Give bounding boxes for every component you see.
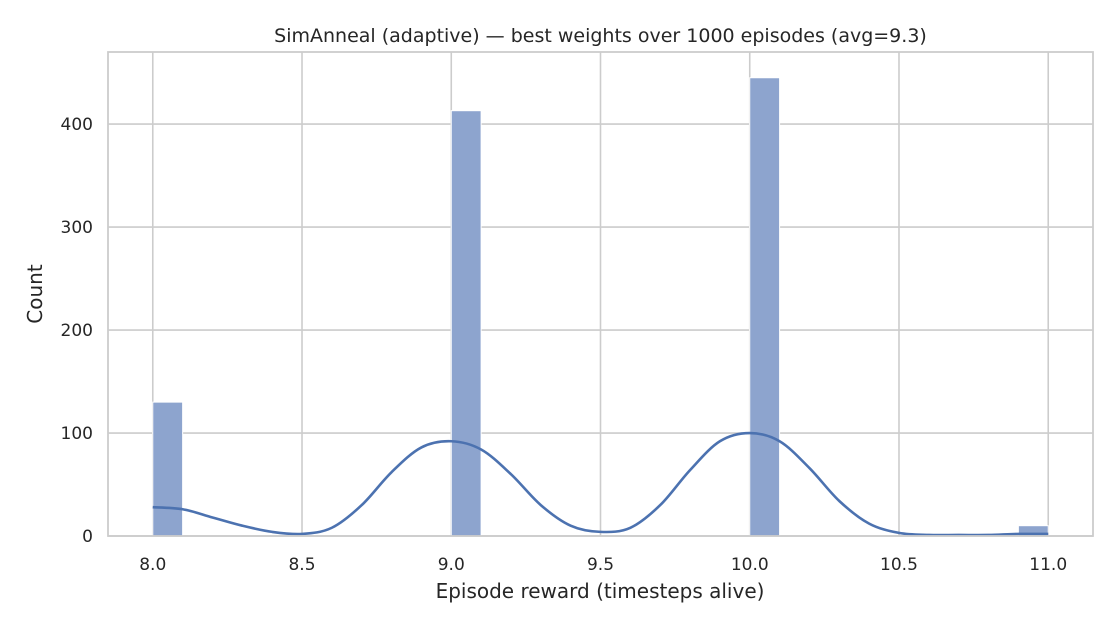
y-axis-label: Count [23,264,47,324]
x-tick-label: 11.0 [1029,555,1067,575]
x-tick-label: 10.5 [880,555,918,575]
plot-frame [107,51,1094,537]
y-tick-label: 300 [61,218,93,238]
x-tick-labels: 8.0 8.5 9.0 9.5 10.0 10.5 11.0 [139,555,1067,575]
x-tick-label: 9.5 [587,555,614,575]
y-tick-label: 400 [61,115,93,135]
plot-border [107,51,1094,537]
y-tick-label: 100 [61,424,93,444]
chart-title: SimAnneal (adaptive) — best weights over… [274,25,927,47]
y-tick-label: 0 [82,527,93,547]
histogram-bar [749,77,781,537]
histogram-bar [152,401,184,537]
histogram-bars [152,77,1049,537]
kde-curve [152,431,1049,537]
kde-curve-group [152,431,1049,537]
x-axis-label: Episode reward (timesteps alive) [436,579,765,603]
x-tick-label: 9.0 [438,555,465,575]
x-tick-label: 10.0 [731,555,769,575]
y-tick-labels: 0 100 200 300 400 [61,115,93,547]
x-tick-label: 8.0 [139,555,166,575]
histogram-bar [450,110,482,537]
x-tick-label: 8.5 [288,555,315,575]
y-tick-label: 200 [61,321,93,341]
